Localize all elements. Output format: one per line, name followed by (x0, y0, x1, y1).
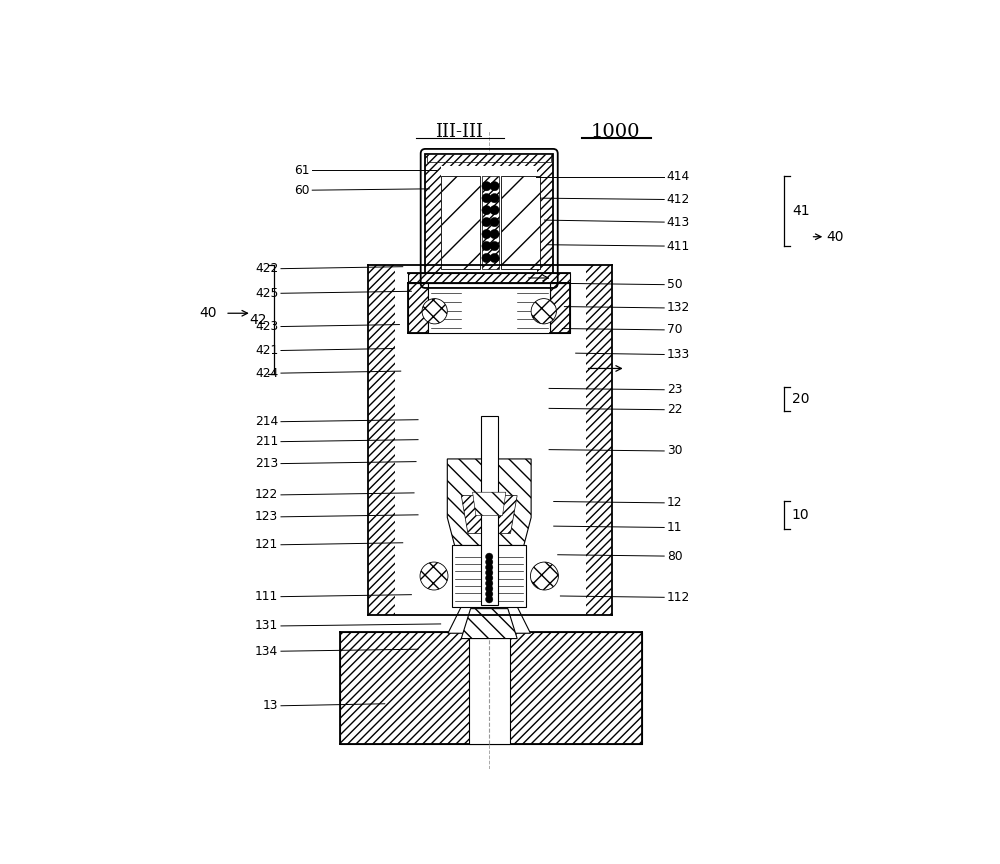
Text: 23: 23 (667, 384, 682, 397)
Circle shape (420, 562, 448, 590)
Text: 412: 412 (667, 193, 690, 206)
Text: 1000: 1000 (591, 124, 640, 142)
Circle shape (530, 562, 558, 590)
Text: 134: 134 (255, 645, 278, 658)
Circle shape (482, 181, 491, 191)
Text: 10: 10 (792, 508, 810, 522)
Circle shape (482, 194, 491, 203)
Text: 423: 423 (255, 320, 278, 333)
Text: 424: 424 (255, 366, 278, 379)
Text: 122: 122 (255, 488, 278, 501)
Circle shape (486, 580, 493, 587)
Text: 123: 123 (255, 511, 278, 524)
Circle shape (531, 299, 556, 324)
Polygon shape (408, 283, 428, 334)
Text: III-III: III-III (435, 124, 483, 142)
Polygon shape (447, 459, 531, 545)
Circle shape (482, 230, 491, 238)
Text: 40: 40 (827, 230, 844, 244)
Circle shape (486, 558, 493, 566)
Bar (452, 545, 526, 607)
Polygon shape (448, 607, 530, 633)
Text: 20: 20 (792, 392, 809, 406)
Bar (586, 265, 612, 614)
Text: 40: 40 (199, 306, 217, 321)
Text: 132: 132 (667, 302, 690, 314)
Text: 12: 12 (667, 496, 682, 510)
Text: 421: 421 (255, 344, 278, 357)
Text: 121: 121 (255, 538, 278, 551)
Text: 13: 13 (263, 699, 278, 712)
Text: 413: 413 (667, 216, 690, 229)
Circle shape (486, 590, 493, 598)
Text: 42: 42 (249, 313, 266, 327)
Text: 213: 213 (255, 457, 278, 470)
Polygon shape (340, 632, 642, 744)
Text: 133: 133 (667, 348, 690, 361)
Text: 422: 422 (255, 262, 278, 275)
Bar (427, 154, 551, 162)
Bar (441, 175, 480, 269)
Polygon shape (473, 492, 506, 516)
Circle shape (486, 569, 493, 576)
Text: 30: 30 (667, 444, 682, 457)
Text: 50: 50 (667, 278, 682, 291)
Polygon shape (461, 608, 517, 638)
Text: 425: 425 (255, 287, 278, 300)
Polygon shape (461, 496, 517, 533)
Circle shape (486, 575, 493, 581)
Circle shape (490, 253, 499, 263)
Circle shape (490, 241, 499, 251)
Circle shape (486, 563, 493, 571)
Text: 112: 112 (667, 591, 690, 604)
Text: 41: 41 (792, 204, 810, 218)
Bar (482, 175, 499, 269)
Circle shape (482, 218, 491, 226)
Polygon shape (550, 283, 570, 334)
Text: 214: 214 (255, 416, 278, 429)
Circle shape (490, 218, 499, 226)
Circle shape (486, 585, 493, 593)
Text: 11: 11 (667, 521, 682, 534)
Bar (368, 265, 395, 614)
Text: 60: 60 (294, 184, 310, 197)
Text: 70: 70 (667, 323, 682, 336)
Bar (481, 416, 498, 606)
Bar (395, 265, 586, 614)
Circle shape (486, 553, 493, 561)
Text: 22: 22 (667, 403, 682, 416)
Text: 61: 61 (294, 163, 310, 177)
Circle shape (490, 181, 499, 191)
Text: 131: 131 (255, 619, 278, 632)
Text: 111: 111 (255, 590, 278, 603)
Circle shape (490, 206, 499, 215)
Bar (501, 175, 540, 269)
Circle shape (482, 206, 491, 215)
Circle shape (422, 299, 447, 324)
Bar (441, 166, 537, 276)
Circle shape (490, 230, 499, 238)
Text: 414: 414 (667, 170, 690, 183)
Polygon shape (425, 154, 553, 283)
Circle shape (482, 253, 491, 263)
Bar (469, 629, 510, 744)
Bar (408, 273, 570, 283)
Circle shape (490, 194, 499, 203)
Text: 411: 411 (667, 239, 690, 252)
Bar (428, 283, 550, 334)
Text: 211: 211 (255, 435, 278, 448)
Text: 80: 80 (667, 550, 682, 562)
Circle shape (486, 595, 493, 603)
Circle shape (482, 241, 491, 251)
